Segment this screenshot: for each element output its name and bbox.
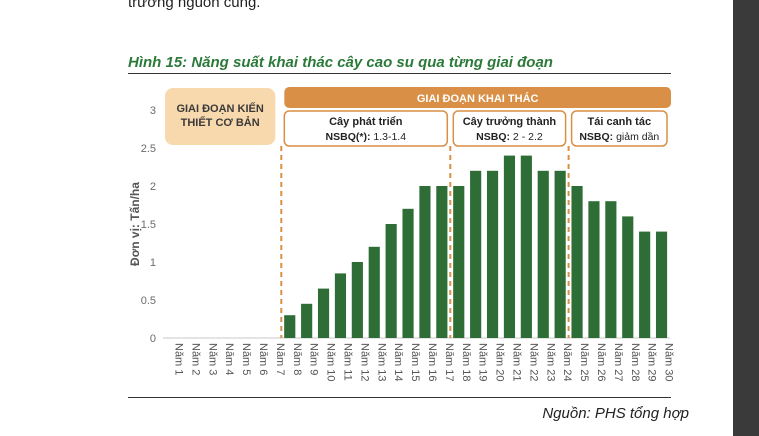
x-tick-label: Năm 8	[291, 343, 303, 375]
x-tick-label: Năm 28	[629, 343, 641, 382]
construction-phase-label-line1: GIAI ĐOẠN KIẾN	[176, 102, 263, 115]
y-tick-label: 0.5	[141, 295, 156, 307]
sub-phase-box	[452, 110, 567, 147]
x-tick-label: Năm 18	[460, 343, 472, 382]
sub-phase-name: Cây phát triển	[329, 116, 403, 128]
y-tick-label: 3	[150, 105, 156, 117]
bar	[520, 155, 532, 338]
x-tick-label: Năm 9	[308, 343, 320, 375]
sub-phase-box	[570, 110, 668, 147]
bar	[351, 262, 363, 338]
sub-phase-nsbq: NSBQ: 2 - 2.2	[476, 131, 543, 143]
bar	[605, 201, 617, 338]
bar	[588, 201, 600, 338]
x-tick-label: Năm 22	[527, 343, 539, 382]
bar	[571, 186, 583, 338]
figure-title: Hình 15: Năng suất khai thác cây cao su …	[128, 54, 553, 71]
y-tick-label: 2.5	[141, 143, 156, 155]
x-tick-label: Năm 16	[426, 343, 438, 382]
x-tick-label: Năm 21	[510, 343, 522, 382]
x-tick-label: Năm 14	[392, 343, 404, 382]
x-tick-label: Năm 30	[663, 343, 675, 382]
bar	[402, 208, 414, 338]
sub-phase-name: Tái canh tác	[588, 116, 652, 128]
body-text-fragment: trưởng nguồn cung.	[128, 0, 261, 11]
exploitation-phase-label: GIAI ĐOẠN KHAI THÁC	[417, 92, 539, 105]
title-divider	[128, 73, 671, 74]
bar	[622, 216, 634, 338]
x-tick-label: Năm 27	[612, 343, 624, 382]
x-tick-label: Năm 25	[578, 343, 590, 382]
bar	[334, 273, 347, 338]
x-tick-label: Năm 12	[358, 343, 370, 382]
x-tick-label: Năm 1	[172, 343, 184, 375]
x-tick-label: Năm 7	[274, 343, 286, 375]
bar	[470, 170, 482, 338]
x-tick-label: Năm 17	[443, 343, 455, 382]
right-dark-band	[733, 0, 759, 436]
bar	[486, 170, 499, 338]
x-tick-label: Năm 15	[409, 343, 421, 382]
source-note: Nguồn: PHS tổng hợp	[542, 405, 689, 422]
y-tick-label: 1.5	[141, 219, 156, 231]
bar	[317, 288, 330, 338]
bar	[453, 186, 465, 338]
x-tick-label: Năm 5	[240, 343, 252, 375]
construction-phase-box	[165, 88, 276, 145]
bar	[368, 246, 380, 338]
bottom-divider	[128, 397, 671, 398]
x-tick-label: Năm 4	[223, 343, 235, 375]
bar	[284, 315, 296, 338]
bar	[301, 303, 313, 338]
sub-phase-nsbq: NSBQ(*): 1.3-1.4	[326, 131, 407, 143]
bar	[639, 231, 651, 338]
x-tick-label: Năm 24	[561, 343, 573, 382]
y-axis-label: Đơn vị: Tấn/ha	[128, 182, 142, 266]
bar	[537, 170, 549, 338]
sub-phase-name: Cây trưởng thành	[463, 116, 557, 128]
x-tick-label: Năm 6	[257, 343, 269, 375]
x-tick-label: Năm 3	[206, 343, 218, 375]
construction-phase-label-line2: THIẾT CƠ BẢN	[181, 116, 260, 129]
y-tick-label: 0	[150, 333, 156, 345]
sub-phase-nsbq: NSBQ: giảm dần	[579, 131, 659, 143]
x-tick-label: Năm 23	[544, 343, 556, 382]
y-tick-label: 1	[150, 257, 156, 269]
x-tick-label: Năm 11	[341, 343, 353, 381]
x-tick-label: Năm 2	[189, 343, 201, 375]
bar	[655, 231, 668, 338]
y-tick-label: 2	[150, 181, 156, 193]
x-tick-label: Năm 20	[494, 343, 506, 382]
exploitation-phase-header	[284, 87, 671, 108]
bar	[503, 155, 516, 338]
x-tick-label: Năm 26	[595, 343, 607, 382]
x-tick-label: Năm 13	[375, 343, 387, 382]
x-tick-label: Năm 10	[325, 343, 337, 382]
sub-phase-box	[283, 110, 449, 147]
bar	[385, 224, 397, 338]
x-tick-label: Năm 19	[477, 343, 489, 382]
bar	[419, 186, 431, 338]
bar	[436, 186, 448, 338]
bar	[554, 170, 566, 338]
x-tick-label: Năm 29	[646, 343, 658, 382]
